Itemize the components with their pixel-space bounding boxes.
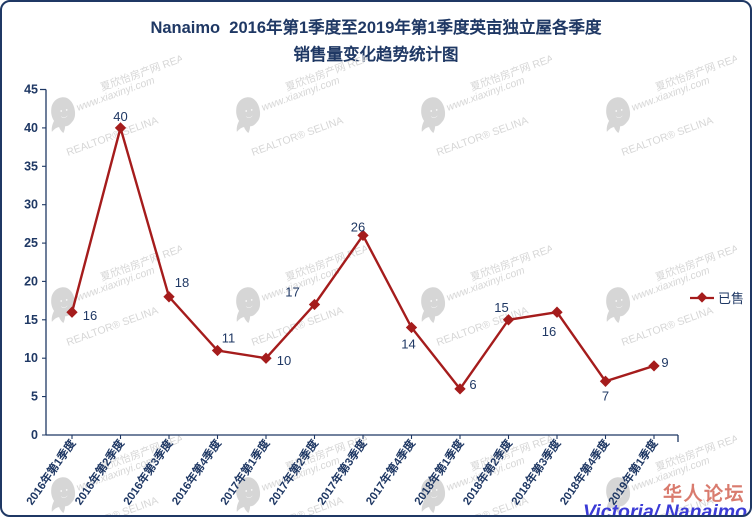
svg-text:11: 11 xyxy=(222,331,236,346)
svg-text:20: 20 xyxy=(24,274,38,288)
svg-text:35: 35 xyxy=(24,159,38,173)
svg-text:16: 16 xyxy=(542,324,556,339)
svg-text:25: 25 xyxy=(24,236,38,250)
svg-text:10: 10 xyxy=(24,351,38,365)
svg-text:Victoria/ Nanaimo: Victoria/ Nanaimo xyxy=(583,501,747,517)
svg-text:15: 15 xyxy=(494,300,508,315)
svg-text:16: 16 xyxy=(83,308,97,323)
svg-text:17: 17 xyxy=(285,285,299,300)
svg-text:14: 14 xyxy=(401,337,415,352)
svg-text:40: 40 xyxy=(24,121,38,135)
svg-text:5: 5 xyxy=(31,390,38,404)
svg-text:9: 9 xyxy=(661,355,668,370)
svg-text:6: 6 xyxy=(469,377,476,392)
svg-text:7: 7 xyxy=(602,388,609,403)
svg-text:15: 15 xyxy=(24,313,38,327)
svg-text:45: 45 xyxy=(24,83,38,97)
svg-text:18: 18 xyxy=(175,275,189,290)
svg-text:10: 10 xyxy=(277,353,291,368)
svg-text:0: 0 xyxy=(31,428,38,442)
svg-text:已售: 已售 xyxy=(718,291,744,306)
svg-text:30: 30 xyxy=(24,198,38,212)
svg-text:26: 26 xyxy=(351,219,365,234)
svg-text:40: 40 xyxy=(113,109,127,124)
